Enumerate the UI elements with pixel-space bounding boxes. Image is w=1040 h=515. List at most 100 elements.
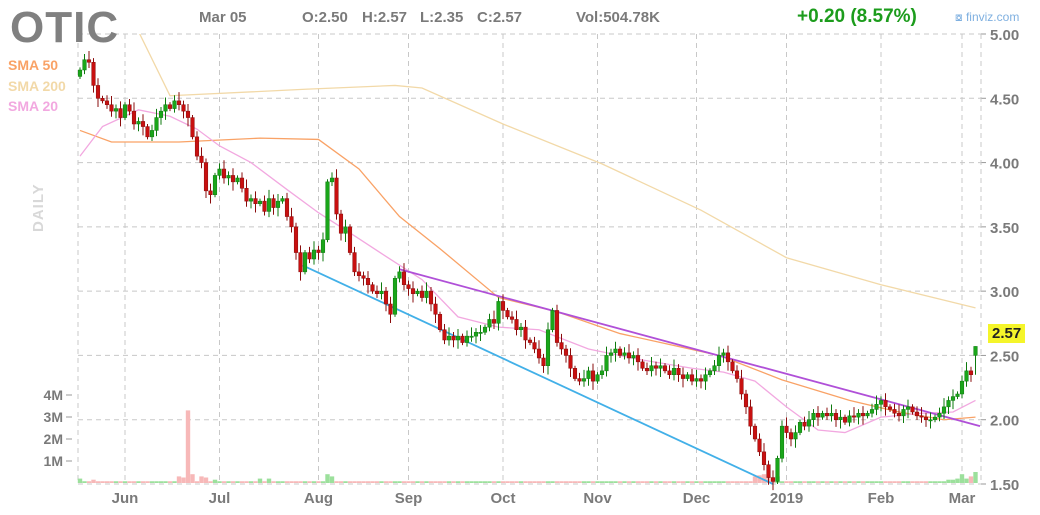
date-tick-label: Jun [112,490,139,507]
volume-bar [851,481,857,483]
volume-bar [550,481,555,483]
candle-body [910,406,915,413]
candle-body [100,98,105,102]
candle-body [608,352,614,356]
volume-bar [460,481,465,483]
candle-body [437,314,443,330]
legend-sma200: SMA 200 [8,78,66,94]
volume-bar [217,481,222,483]
candle-body [743,393,749,408]
candle-body [518,326,524,330]
volume-bar [514,481,519,483]
candle-body [532,342,537,350]
volume-bar [689,481,695,483]
volume-bar [464,481,470,483]
volume-bar [518,481,524,483]
volume-bar [838,481,843,483]
low-value: L:2.35 [420,9,464,26]
candle-body [149,130,155,138]
volume-bar [653,481,659,483]
volume-bar [284,481,290,483]
volume-bar [356,481,362,483]
candle-body [199,155,204,163]
candle-body [266,198,272,212]
candle-body [734,370,740,379]
price-tick-label: 4.00 [990,156,1019,173]
volume-bar [325,474,330,483]
volume-bar [626,481,632,483]
volume-bar [937,481,942,483]
volume-bar [914,481,920,483]
volume-bar [181,477,186,483]
volume-bar [676,481,681,483]
candle-body [509,316,515,320]
candle-body [284,198,290,217]
price-tick-label: 4.50 [990,91,1019,108]
candle-body [901,409,906,417]
volume-bar [86,481,92,483]
finviz-icon: ⧇ [955,10,966,24]
candle-body [392,278,398,315]
volume-bar [136,481,141,483]
volume-bar [703,481,708,483]
volume-bar [883,481,888,483]
candle-body [874,404,879,410]
volume-bar [577,481,582,483]
volume-bar [613,481,618,483]
volume-bar [586,481,591,483]
candle-body [653,365,659,369]
volume-bar [694,481,699,483]
candle-body [127,104,132,112]
volume-bar [163,481,168,483]
price-tick-label: 2.50 [990,348,1019,365]
volume-bar [455,481,461,483]
volume-bar [428,481,434,483]
volume-bar [748,481,753,483]
candle-body [829,413,834,417]
date-tick-label: Feb [868,490,895,507]
candle-body [190,117,195,138]
volume-bar [446,481,452,483]
volume-bar [730,481,735,483]
date-tick-label: Aug [304,490,333,507]
candle-body [622,352,627,356]
candle-body [158,110,164,118]
candle-body [401,271,407,285]
candle-body [563,348,569,356]
volume-bar [667,481,672,483]
candle-body [725,352,731,363]
volume-bar [158,481,164,483]
candle-body [500,301,506,311]
volume-bar [235,481,240,483]
volume-bar [248,481,254,483]
candle-body [361,275,366,279]
finviz-link[interactable]: ⧇ finviz.com [955,10,1019,25]
volume-bar [568,481,573,483]
candle-body [442,329,447,341]
candle-body [590,370,596,382]
volume-bar [734,481,740,483]
volume-tick-label: 3M [44,409,63,425]
candle-body [221,168,227,179]
candle-body [473,332,479,337]
volume-bar [950,479,956,483]
candle-body [217,168,222,176]
candle-body [811,413,816,420]
candle-body [91,62,96,86]
volume-bar [955,478,960,483]
volume-bar [802,481,807,483]
candle-body [302,252,308,273]
candle-body [203,162,209,192]
candle-body [406,284,411,289]
volume-bar [176,476,182,483]
volume-bar [604,481,609,483]
candle-body [239,177,245,189]
candle-body [644,368,650,372]
volume-bar [892,481,897,483]
date-tick-label: 2019 [770,490,803,507]
quote-date: Mar 05 [199,9,247,26]
volume-bar [523,481,528,483]
candle-body [455,335,461,341]
volume-bar [622,481,627,483]
volume-bar [860,481,866,483]
